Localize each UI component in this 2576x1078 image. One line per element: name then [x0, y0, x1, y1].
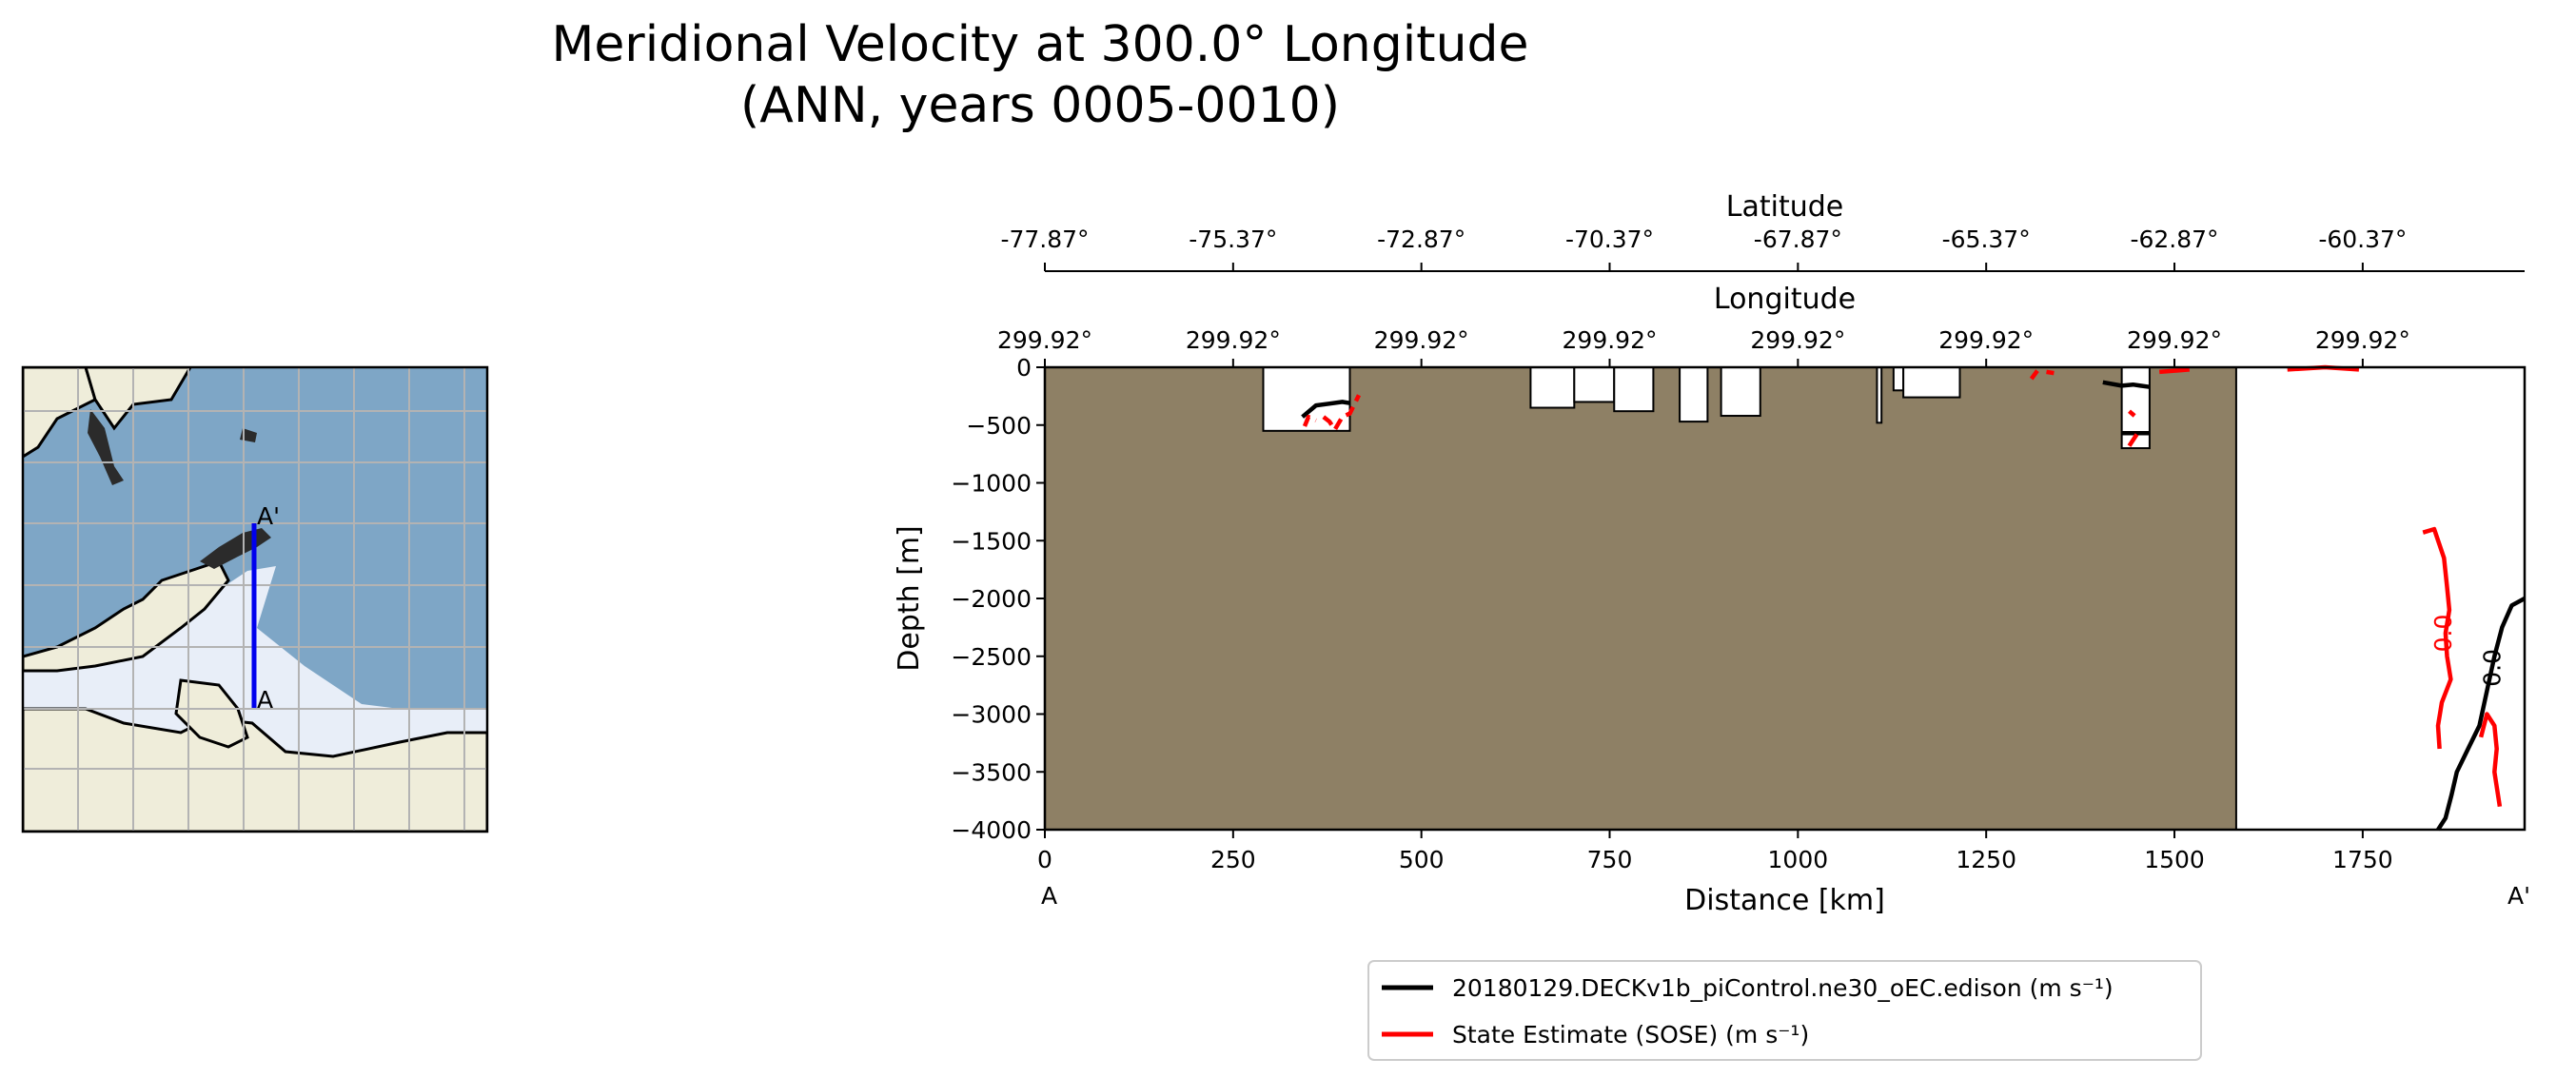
contour-sose-2 [2029, 369, 2039, 381]
x-tick-label: 1500 [2144, 846, 2205, 873]
x-tick-label: 250 [1210, 846, 1256, 873]
map-land-peninsula [23, 559, 230, 673]
x-tick-label: 0 [1037, 846, 1052, 873]
longitude-tick-label: 299.92° [997, 326, 1092, 354]
y-tick-label: 0 [1016, 354, 1032, 382]
longitude-tick-label: 299.92° [1374, 326, 1469, 354]
longitude-tick-label: 299.92° [1750, 326, 1845, 354]
longitude-axis-title: Longitude [1714, 283, 1856, 316]
longitude-tick-label: 299.92° [1938, 326, 2034, 354]
ocean-region-7 [1892, 366, 1905, 392]
y-tick-label: −3500 [951, 758, 1032, 786]
legend-label-sose: State Estimate (SOSE) (m s⁻¹) [1452, 1021, 1809, 1049]
legend-box [1367, 960, 2202, 1061]
inset-map: A' A [21, 365, 489, 833]
section-end-label: A' [2507, 882, 2530, 910]
ocean-region-3 [1613, 366, 1655, 413]
latitude-axis-title: Latitude [1726, 190, 1843, 224]
section-plot: 0.0 0.0 0 250 500 750 1000 1250 1500 1750 0 −500 −10… [893, 190, 2530, 917]
contour-label-sose: 0.0 [2429, 615, 2457, 653]
ocean-region-5 [1720, 366, 1761, 418]
contour-sose-0 [1302, 414, 1317, 427]
ocean-region-2 [1573, 366, 1616, 403]
ocean-region-10 [2234, 366, 2527, 831]
contour-sose-9 [2478, 712, 2503, 808]
legend: 20180129.DECKv1b_piControl.ne30_oEC.edis… [1367, 960, 2202, 1061]
section-start-label: A [1041, 882, 1057, 910]
ocean-region-8 [1902, 366, 1961, 399]
map-land-island [174, 678, 249, 749]
legend-label-model: 20180129.DECKv1b_piControl.ne30_oEC.edis… [1452, 974, 2114, 1002]
longitude-tick-label: 299.92° [2315, 326, 2410, 354]
latitude-tick-label: -77.87° [1000, 225, 1089, 253]
y-tick-label: −1500 [951, 527, 1032, 555]
latitude-tick-label: -65.37° [1942, 225, 2031, 253]
latitude-tick-label: -72.87° [1377, 225, 1465, 253]
y-tick-label: −500 [966, 412, 1032, 440]
x-tick-label: 750 [1587, 846, 1633, 873]
contour-model-1 [2102, 380, 2151, 389]
chart-title-line-1: Meridional Velocity at 300.0° Longitude [551, 16, 1528, 73]
chart-title-line-2: (ANN, years 0005-0010) [740, 77, 1340, 134]
x-tick-label: 1250 [1956, 846, 2016, 873]
contour-sose-4 [2159, 367, 2190, 375]
ocean-region-4 [1679, 366, 1709, 423]
map-islands-north [88, 409, 124, 485]
latitude-tick-label: -62.87° [2130, 225, 2218, 253]
latitude-tick-label: -75.37° [1189, 225, 1277, 253]
longitude-tick-label: 299.92° [1186, 326, 1281, 354]
longitude-tick-label: 299.92° [2127, 326, 2222, 354]
latitude-tick-label: -60.37° [2318, 225, 2407, 253]
map-label-end: A' [257, 502, 280, 530]
contour-model-3 [2436, 597, 2527, 832]
latitude-tick-label: -70.37° [1565, 225, 1654, 253]
longitude-tick-label: 299.92° [1563, 326, 1658, 354]
contour-sose-1 [1322, 394, 1362, 432]
contour-sose-8 [2422, 526, 2453, 750]
ocean-region-6 [1876, 366, 1883, 424]
ocean-region-1 [1529, 366, 1576, 409]
y-tick-label: −2000 [951, 585, 1032, 613]
latitude-tick-label: -67.87° [1754, 225, 1842, 253]
y-axis-title: Depth [m] [893, 525, 926, 672]
x-axis-title: Distance [km] [1684, 884, 1885, 917]
map-label-start: A [257, 686, 273, 714]
contour-sose-6 [2128, 409, 2136, 418]
contour-model-0 [1301, 400, 1350, 419]
y-tick-label: −4000 [951, 816, 1032, 844]
y-tick-label: −2500 [951, 643, 1032, 671]
contour-sose-3 [2046, 369, 2055, 376]
y-tick-label: −1000 [951, 470, 1032, 498]
map-border [21, 365, 489, 833]
x-tick-label: 500 [1399, 846, 1445, 873]
contour-label-model: 0.0 [2479, 649, 2507, 687]
x-tick-label: 1750 [2332, 846, 2393, 873]
contour-sose-7 [2127, 433, 2139, 447]
x-tick-label: 1000 [1768, 846, 1829, 873]
y-tick-label: −3000 [951, 701, 1032, 729]
